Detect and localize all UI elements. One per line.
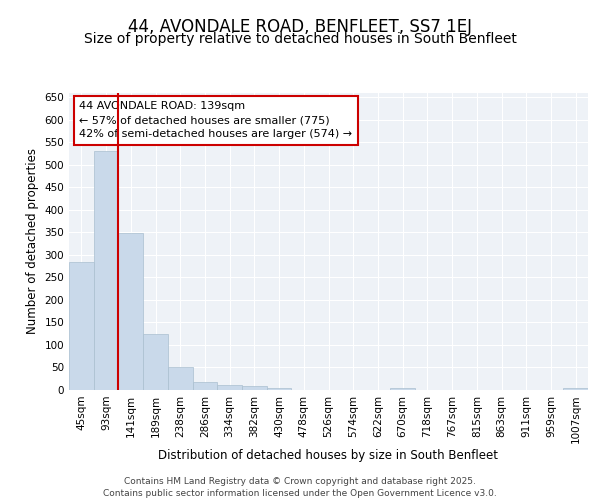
Bar — [168, 368, 193, 390]
Text: 44, AVONDALE ROAD, BENFLEET, SS7 1EJ: 44, AVONDALE ROAD, BENFLEET, SS7 1EJ — [128, 18, 472, 36]
Text: 44 AVONDALE ROAD: 139sqm
← 57% of detached houses are smaller (775)
42% of semi-: 44 AVONDALE ROAD: 139sqm ← 57% of detach… — [79, 102, 353, 140]
Bar — [563, 388, 588, 390]
Bar — [143, 334, 168, 390]
Bar — [390, 388, 415, 390]
Bar — [193, 382, 217, 390]
Bar — [242, 386, 267, 390]
Text: Size of property relative to detached houses in South Benfleet: Size of property relative to detached ho… — [83, 32, 517, 46]
Y-axis label: Number of detached properties: Number of detached properties — [26, 148, 39, 334]
Bar — [267, 388, 292, 390]
Bar — [94, 151, 118, 390]
Bar — [69, 262, 94, 390]
Text: Contains HM Land Registry data © Crown copyright and database right 2025.
Contai: Contains HM Land Registry data © Crown c… — [103, 476, 497, 498]
Bar — [217, 386, 242, 390]
Bar — [118, 233, 143, 390]
X-axis label: Distribution of detached houses by size in South Benfleet: Distribution of detached houses by size … — [158, 449, 499, 462]
